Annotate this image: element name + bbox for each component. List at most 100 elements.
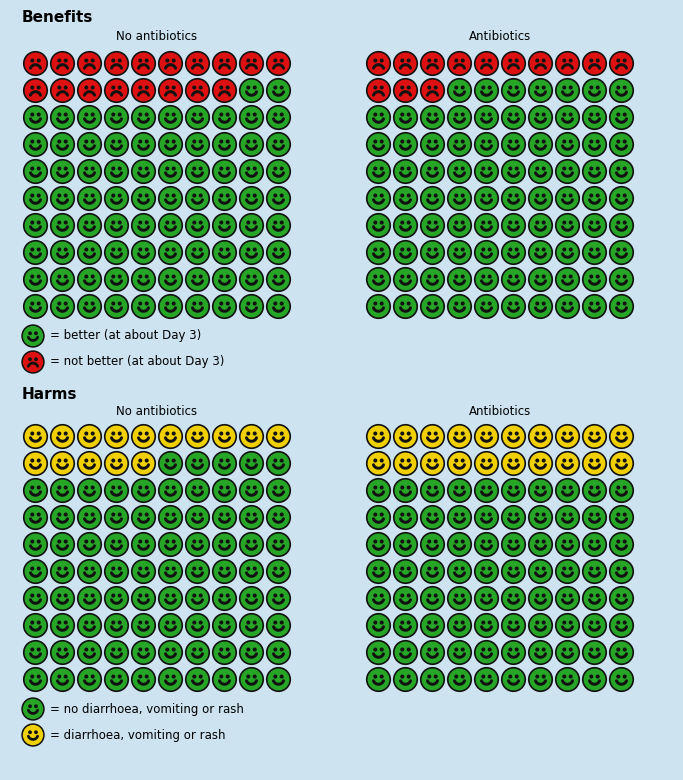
Circle shape [563,459,566,462]
Circle shape [611,507,632,528]
Circle shape [274,222,277,224]
Circle shape [503,161,524,182]
Circle shape [79,80,100,101]
Circle shape [31,675,33,678]
Circle shape [447,640,471,665]
Circle shape [584,243,604,263]
Circle shape [172,59,175,62]
Circle shape [583,133,607,156]
Circle shape [214,615,235,636]
Circle shape [509,248,512,251]
Circle shape [53,427,72,447]
Circle shape [516,222,518,224]
Circle shape [226,87,229,89]
Circle shape [447,160,471,183]
Circle shape [78,640,101,665]
Circle shape [64,194,67,197]
Circle shape [617,675,619,678]
Circle shape [482,621,485,624]
Circle shape [212,214,236,237]
Circle shape [241,188,262,209]
Circle shape [488,302,491,305]
Circle shape [118,222,121,224]
Circle shape [253,140,256,143]
Circle shape [516,302,518,305]
Circle shape [624,675,626,678]
Circle shape [274,567,277,570]
Circle shape [557,669,578,690]
Circle shape [421,160,445,183]
Circle shape [421,105,445,129]
Circle shape [584,615,604,636]
Circle shape [570,675,572,678]
Circle shape [475,51,499,76]
Circle shape [557,269,578,289]
Circle shape [422,669,443,690]
Circle shape [268,669,289,690]
Circle shape [368,427,389,447]
Circle shape [281,675,283,678]
Circle shape [79,296,100,317]
Circle shape [104,424,128,448]
Circle shape [104,668,128,691]
Circle shape [139,675,141,678]
Circle shape [132,79,155,102]
Circle shape [266,505,290,530]
Circle shape [367,452,391,475]
Circle shape [281,432,283,434]
Circle shape [118,675,121,678]
Circle shape [530,588,550,608]
Circle shape [281,87,283,89]
Circle shape [462,167,464,170]
Circle shape [462,648,464,651]
Circle shape [23,353,42,371]
Circle shape [133,161,154,182]
Circle shape [23,327,42,346]
Circle shape [247,59,249,62]
Circle shape [455,194,458,197]
Circle shape [104,614,128,637]
Circle shape [503,134,524,154]
Circle shape [212,505,236,530]
Circle shape [557,188,578,209]
Circle shape [610,452,633,475]
Circle shape [241,296,262,317]
Circle shape [455,222,458,224]
Circle shape [462,248,464,251]
Circle shape [557,507,578,528]
Circle shape [368,669,389,690]
Circle shape [422,507,443,528]
Circle shape [220,648,223,651]
Circle shape [368,243,389,263]
Circle shape [25,507,46,528]
Circle shape [193,594,195,597]
Circle shape [428,567,430,570]
Circle shape [401,648,404,651]
Circle shape [166,567,169,570]
Circle shape [570,594,572,597]
Circle shape [240,479,264,502]
Circle shape [247,432,249,434]
Circle shape [374,621,376,624]
Circle shape [104,240,128,264]
Circle shape [193,275,195,278]
Circle shape [462,275,464,278]
Circle shape [611,134,632,154]
Circle shape [563,675,566,678]
Circle shape [51,587,74,611]
Circle shape [482,248,485,251]
Circle shape [447,559,471,583]
Circle shape [199,222,202,224]
Circle shape [172,140,175,143]
Circle shape [374,486,376,489]
Circle shape [274,513,277,516]
Circle shape [58,541,61,543]
Circle shape [133,53,154,74]
Circle shape [112,432,115,434]
Circle shape [395,453,416,473]
Circle shape [24,186,47,211]
Circle shape [584,642,604,663]
Circle shape [610,587,633,611]
Circle shape [367,214,391,237]
Circle shape [475,559,499,583]
